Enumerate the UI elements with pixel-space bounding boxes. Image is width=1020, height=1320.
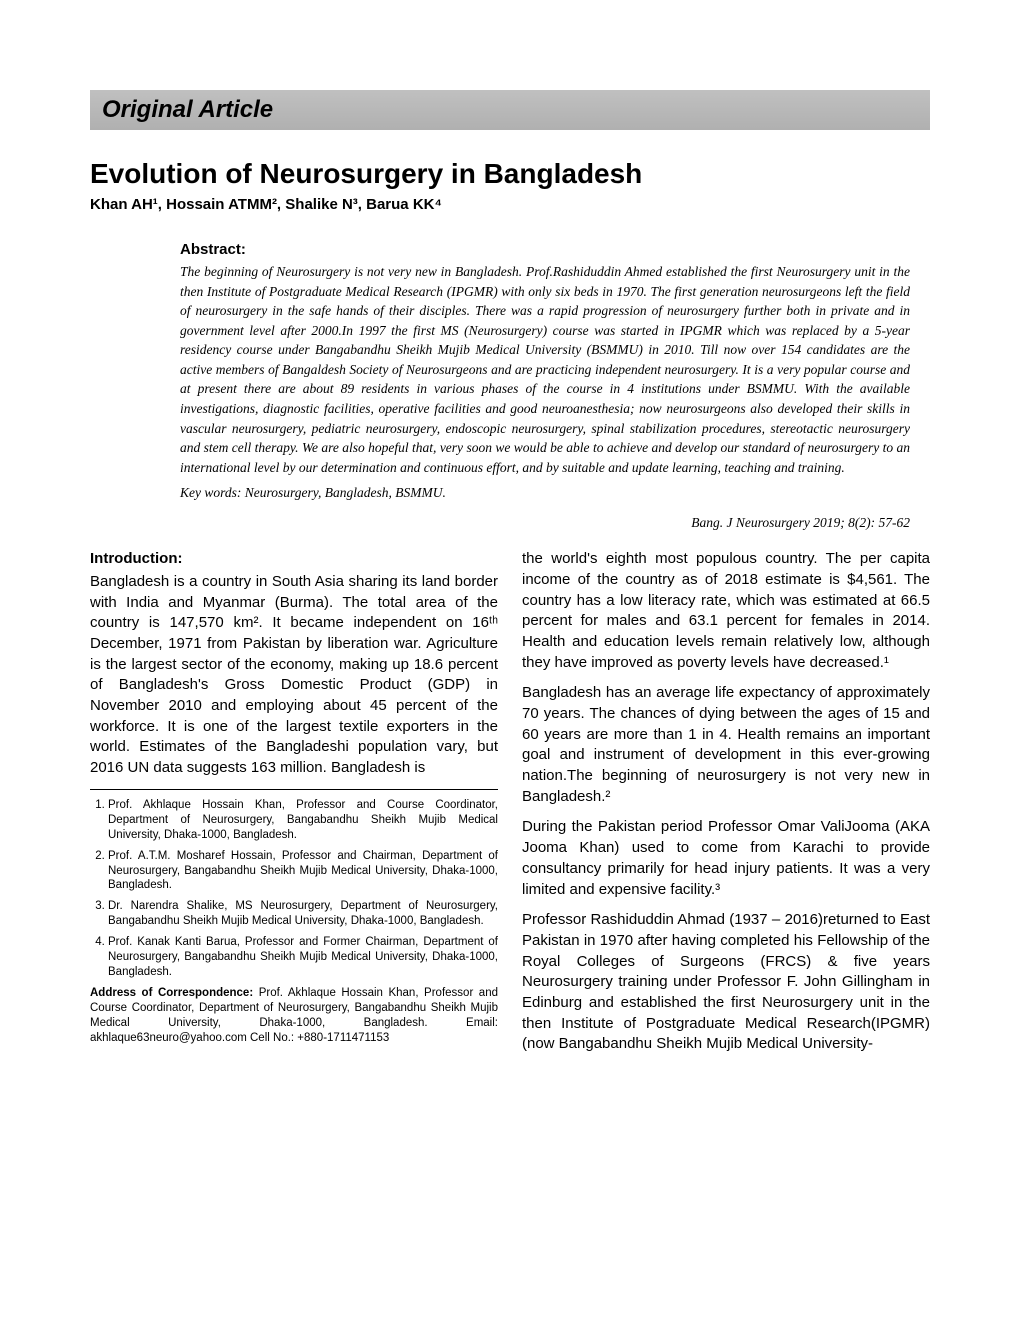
intro-paragraph-r4: Professor Rashiduddin Ahmad (1937 – 2016… [522,910,930,1055]
abstract-block: Abstract: The beginning of Neurosurgery … [180,241,910,501]
affiliation-4: Prof. Kanak Kanti Barua, Professor and F… [108,935,498,980]
article-type-banner: Original Article [90,90,930,130]
body-columns: Introduction: Bangladesh is a country in… [90,549,930,1065]
authors-line: Khan AH¹, Hossain ATMM², Shalike N³, Bar… [90,196,930,213]
article-title: Evolution of Neurosurgery in Bangladesh [90,158,930,190]
article-type-label: Original Article [102,96,273,123]
correspondence-label: Address of Correspondence: [90,987,259,999]
introduction-heading: Introduction: [90,549,498,570]
correspondence: Address of Correspondence: Prof. Akhlaqu… [90,986,498,1046]
intro-paragraph-r3: During the Pakistan period Professor Oma… [522,817,930,900]
left-column: Introduction: Bangladesh is a country in… [90,549,498,1065]
affiliations-list: Prof. Akhlaque Hossain Khan, Professor a… [90,798,498,980]
abstract-text: The beginning of Neurosurgery is not ver… [180,262,910,477]
affiliation-divider [90,789,498,790]
journal-citation: Bang. J Neurosurgery 2019; 8(2): 57-62 [90,515,910,531]
keywords: Key words: Neurosurgery, Bangladesh, BSM… [180,485,910,501]
intro-paragraph-r2: Bangladesh has an average life expectanc… [522,683,930,807]
affiliation-1: Prof. Akhlaque Hossain Khan, Professor a… [108,798,498,843]
abstract-heading: Abstract: [180,241,910,258]
intro-paragraph-r1: the world's eighth most populous country… [522,549,930,673]
intro-paragraph-left: Bangladesh is a country in South Asia sh… [90,572,498,779]
affiliation-3: Dr. Narendra Shalike, MS Neurosurgery, D… [108,899,498,929]
right-column: the world's eighth most populous country… [522,549,930,1065]
affiliation-2: Prof. A.T.M. Mosharef Hossain, Professor… [108,849,498,894]
